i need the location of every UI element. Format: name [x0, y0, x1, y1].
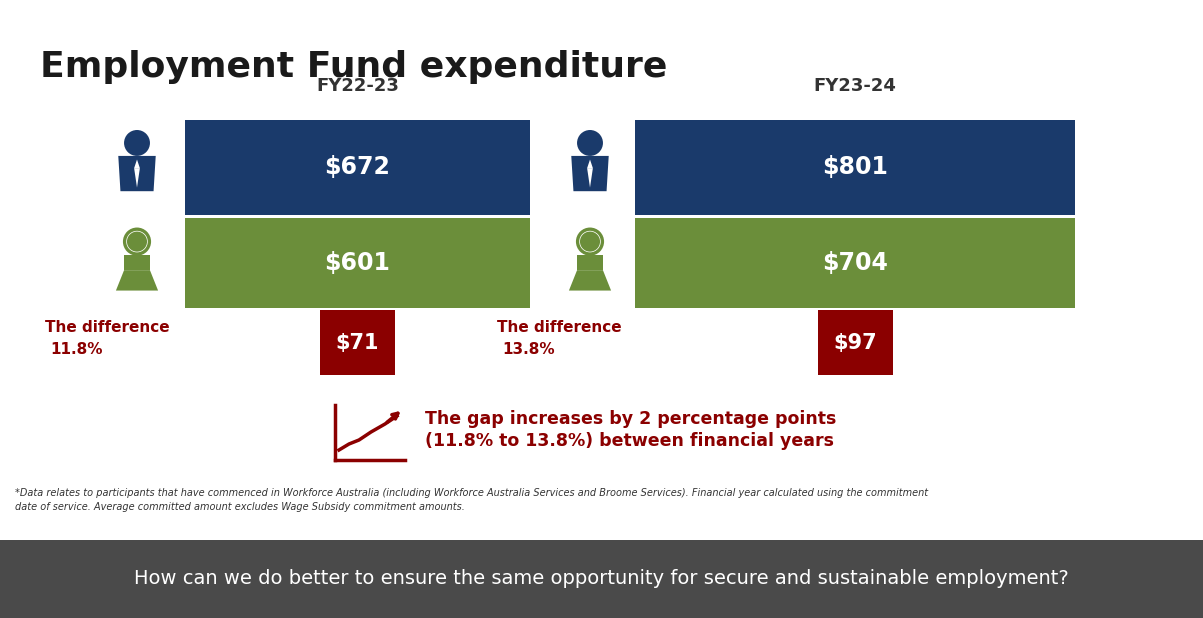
Circle shape	[128, 232, 147, 252]
Text: The difference: The difference	[45, 320, 170, 335]
Text: $97: $97	[834, 332, 877, 352]
Circle shape	[579, 231, 600, 252]
Text: How can we do better to ensure the same opportunity for secure and sustainable e: How can we do better to ensure the same …	[134, 570, 1068, 588]
Polygon shape	[571, 156, 609, 191]
Bar	[320, 310, 395, 375]
Text: The difference: The difference	[497, 320, 622, 335]
Bar	[0, 540, 1203, 618]
Text: $801: $801	[822, 156, 888, 179]
Bar	[577, 255, 603, 270]
Text: $601: $601	[325, 251, 391, 275]
Text: The gap increases by 2 percentage points: The gap increases by 2 percentage points	[425, 410, 836, 428]
Circle shape	[577, 130, 603, 156]
Polygon shape	[134, 168, 140, 188]
Circle shape	[576, 227, 604, 256]
Text: $71: $71	[336, 332, 379, 352]
Bar	[635, 218, 1075, 308]
Text: $704: $704	[822, 251, 888, 275]
Bar	[635, 120, 1075, 215]
Polygon shape	[118, 156, 155, 191]
Text: FY23-24: FY23-24	[813, 77, 896, 95]
Text: $672: $672	[325, 156, 391, 179]
Bar	[124, 255, 150, 270]
Polygon shape	[587, 168, 593, 188]
Circle shape	[126, 231, 148, 252]
Circle shape	[124, 130, 150, 156]
Text: *Data relates to participants that have commenced in Workforce Australia (includ: *Data relates to participants that have …	[14, 488, 929, 498]
Text: date of service. Average committed amount excludes Wage Subsidy commitment amoun: date of service. Average committed amoun…	[14, 502, 464, 512]
Bar	[818, 310, 893, 375]
Polygon shape	[134, 159, 140, 168]
Bar	[185, 120, 531, 215]
Circle shape	[123, 227, 152, 256]
Text: 13.8%: 13.8%	[502, 342, 555, 357]
Text: FY22-23: FY22-23	[316, 77, 399, 95]
Polygon shape	[115, 270, 158, 290]
Bar	[185, 218, 531, 308]
Text: Employment Fund expenditure: Employment Fund expenditure	[40, 50, 668, 84]
Text: (11.8% to 13.8%) between financial years: (11.8% to 13.8%) between financial years	[425, 433, 834, 451]
Polygon shape	[587, 159, 593, 168]
Circle shape	[580, 232, 600, 252]
Polygon shape	[569, 270, 611, 290]
Text: 11.8%: 11.8%	[51, 342, 102, 357]
